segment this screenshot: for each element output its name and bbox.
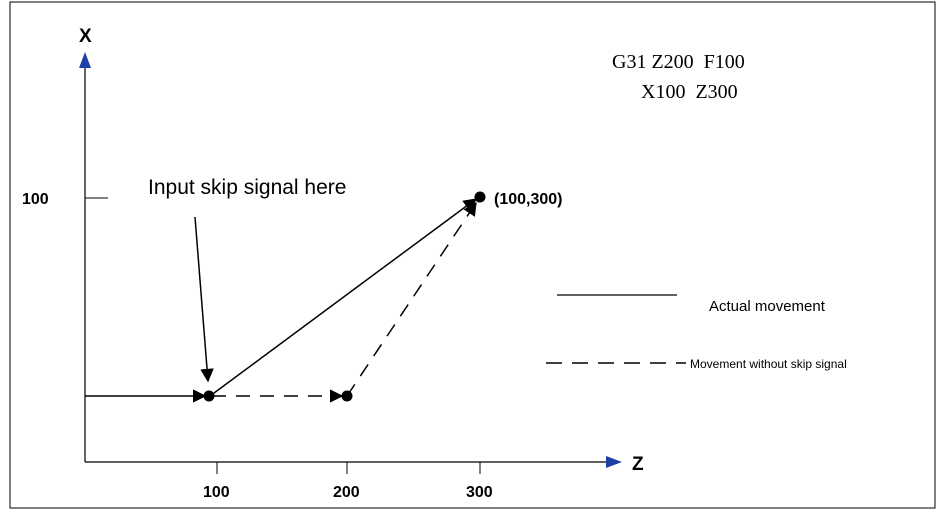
- skip-signal-annotation: Input skip signal here: [148, 176, 346, 199]
- noskip-path-diagonal: [346, 201, 477, 397]
- end-point-label: (100,300): [494, 191, 563, 208]
- skip-point: [203, 390, 215, 402]
- skip-signal-pointer: [194, 216, 214, 383]
- z-axis-arrowhead: [606, 456, 622, 468]
- program-line-2: X100 Z300: [641, 81, 738, 103]
- x-axis-label: X: [79, 26, 92, 47]
- x-tick-label-100: 100: [22, 191, 49, 208]
- z-tick-label-300: 300: [466, 484, 493, 501]
- z-tick-label-200: 200: [333, 484, 360, 501]
- z200-point: [341, 390, 353, 402]
- z-tick-label-100: 100: [203, 484, 230, 501]
- actual-path-diagonal: [209, 198, 478, 397]
- x-axis-arrowhead: [79, 52, 91, 68]
- z-axis-label: Z: [632, 454, 644, 475]
- legend-without-skip-label: Movement without skip signal: [690, 357, 847, 371]
- end-point: [474, 191, 486, 203]
- program-line-1: G31 Z200 F100: [612, 51, 745, 73]
- diagram-frame: [9, 1, 936, 509]
- legend-actual-label: Actual movement: [709, 298, 826, 315]
